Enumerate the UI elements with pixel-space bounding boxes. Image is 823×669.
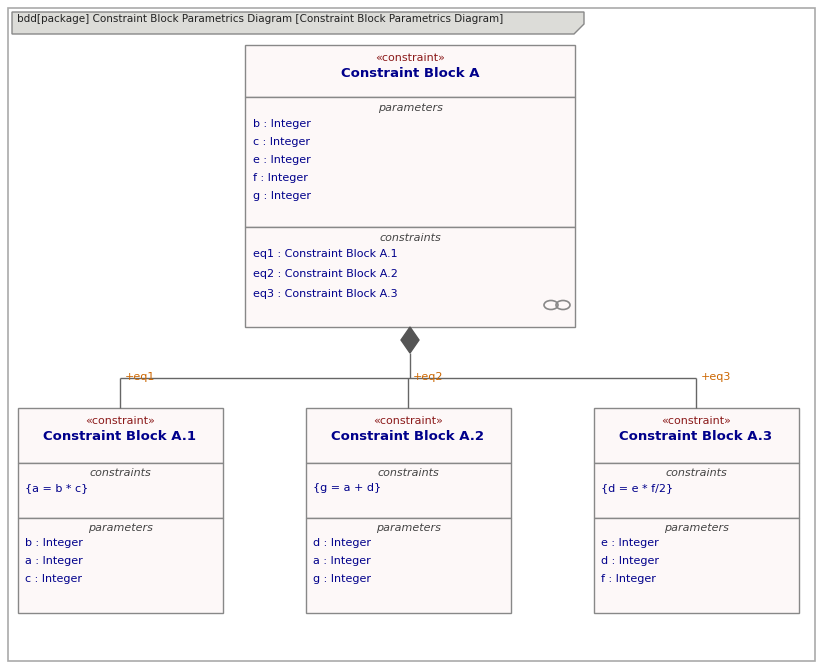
Polygon shape [12,12,584,34]
Text: g : Integer: g : Integer [253,191,311,201]
Text: c : Integer: c : Integer [253,137,310,147]
Text: {d = e * f/2}: {d = e * f/2} [601,483,673,493]
Text: +eq1: +eq1 [125,372,156,382]
Text: «constraint»: «constraint» [85,416,155,426]
FancyBboxPatch shape [594,408,799,463]
Text: constraints: constraints [89,468,151,478]
FancyBboxPatch shape [594,518,799,613]
Text: parameters: parameters [663,523,728,533]
Text: bdd[package] Constraint Block Parametrics Diagram [Constraint Block Parametrics : bdd[package] Constraint Block Parametric… [17,14,503,24]
Text: Constraint Block A.3: Constraint Block A.3 [620,430,773,443]
Text: Constraint Block A.2: Constraint Block A.2 [332,430,485,443]
Text: b : Integer: b : Integer [253,119,311,129]
FancyBboxPatch shape [18,408,223,463]
Text: «constraint»: «constraint» [661,416,731,426]
FancyBboxPatch shape [245,45,575,97]
Text: eq2 : Constraint Block A.2: eq2 : Constraint Block A.2 [253,269,398,279]
Text: a : Integer: a : Integer [313,556,370,566]
Text: eq3 : Constraint Block A.3: eq3 : Constraint Block A.3 [253,289,398,299]
Text: «constraint»: «constraint» [373,416,443,426]
Text: eq1 : Constraint Block A.1: eq1 : Constraint Block A.1 [253,249,398,259]
FancyBboxPatch shape [18,463,223,518]
FancyBboxPatch shape [306,518,511,613]
Text: Constraint Block A.1: Constraint Block A.1 [44,430,197,443]
Text: c : Integer: c : Integer [25,574,82,584]
FancyBboxPatch shape [245,227,575,327]
Text: e : Integer: e : Integer [601,538,658,548]
Text: {a = b * c}: {a = b * c} [25,483,88,493]
FancyBboxPatch shape [245,97,575,227]
Text: {g = a + d}: {g = a + d} [313,483,381,493]
Text: b : Integer: b : Integer [25,538,83,548]
Text: «constraint»: «constraint» [375,53,445,63]
Text: +eq3: +eq3 [701,372,732,382]
FancyBboxPatch shape [306,408,511,463]
Polygon shape [401,327,419,353]
Text: +eq2: +eq2 [413,372,444,382]
Text: constraints: constraints [377,468,439,478]
FancyBboxPatch shape [594,463,799,518]
Text: parameters: parameters [87,523,152,533]
Text: parameters: parameters [375,523,440,533]
Text: constraints: constraints [665,468,727,478]
FancyBboxPatch shape [306,463,511,518]
FancyBboxPatch shape [18,518,223,613]
Text: f : Integer: f : Integer [601,574,656,584]
Text: f : Integer: f : Integer [253,173,308,183]
Text: e : Integer: e : Integer [253,155,311,165]
Text: a : Integer: a : Integer [25,556,83,566]
FancyBboxPatch shape [8,8,815,661]
Text: Constraint Block A: Constraint Block A [341,67,479,80]
Text: parameters: parameters [378,103,443,113]
Text: d : Integer: d : Integer [313,538,371,548]
Text: g : Integer: g : Integer [313,574,371,584]
Text: d : Integer: d : Integer [601,556,659,566]
Text: constraints: constraints [379,233,441,243]
